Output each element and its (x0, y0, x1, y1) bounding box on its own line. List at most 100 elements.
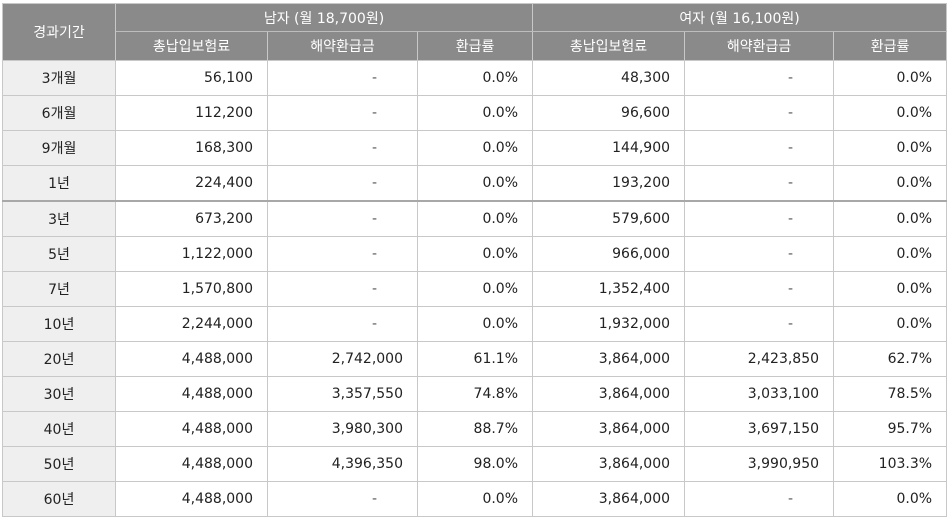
female-premium-cell: 1,932,000 (532, 306, 686, 342)
period-cell: 20년 (2, 341, 116, 377)
female-premium-cell: 1,352,400 (532, 271, 686, 307)
table-row: 7년 1,570,800-0.0% 1,352,400-0.0% (2, 271, 948, 307)
female-premium-cell: 48,300 (532, 60, 686, 96)
table-row: 3개월 56,100-0.0% 48,300-0.0% (2, 60, 948, 96)
male-group-header: 남자 (월 18,700원) (114, 3, 534, 32)
male-premium-cell: 4,488,000 (115, 446, 268, 482)
male-premium-cell: 4,488,000 (115, 481, 268, 517)
female-refund-cell: 3,033,100 (684, 376, 835, 412)
period-header: 경과기간 (2, 3, 116, 61)
period-cell: 30년 (2, 376, 116, 412)
female-rate-cell: 0.0% (833, 95, 948, 131)
table-row: 9개월 168,300-0.0% 144,900-0.0% (2, 130, 948, 166)
female-premium-cell: 193,200 (532, 165, 686, 202)
female-rate-cell: 0.0% (833, 165, 948, 202)
male-premium-cell: 2,244,000 (115, 306, 268, 342)
table-row: 40년 4,488,000 3,980,300 88.7% 3,864,000 3,697… (2, 411, 948, 447)
female-refund-cell: - (684, 95, 835, 131)
period-cell: 9개월 (2, 130, 116, 166)
female-rate-header: 환급률 (833, 31, 948, 61)
female-refund-cell: - (684, 236, 835, 272)
female-premium-header: 총납입보험료 (532, 31, 686, 61)
male-rate-cell: 0.0% (416, 271, 534, 307)
male-rate-cell: 74.8% (416, 376, 534, 412)
male-refund-cell: 4,396,350 (267, 446, 418, 482)
table-row: 60년 4,488,000-0.0% 3,864,000-0.0% (2, 481, 948, 517)
table-row: 3년 673,200-0.0% 579,600-0.0% (2, 200, 948, 237)
male-rate-cell: 0.0% (416, 481, 534, 517)
female-rate-cell: 0.0% (833, 481, 948, 517)
female-refund-cell: - (684, 306, 835, 342)
female-refund-cell: 3,990,950 (684, 446, 835, 482)
male-refund-cell: - (267, 236, 418, 272)
male-premium-cell: 4,488,000 (115, 411, 268, 447)
female-premium-cell: 96,600 (532, 95, 686, 131)
female-refund-cell: - (684, 200, 835, 237)
female-refund-header: 해약환급금 (684, 31, 835, 61)
period-cell: 3개월 (2, 60, 116, 96)
period-cell: 1년 (2, 165, 116, 202)
male-refund-cell: - (267, 165, 418, 202)
female-refund-cell: - (684, 130, 835, 166)
male-rate-cell: 0.0% (416, 236, 534, 272)
table-row: 1년 224,400-0.0% 193,200-0.0% (2, 165, 948, 202)
male-premium-cell: 4,488,000 (115, 341, 268, 377)
female-rate-cell: 78.5% (833, 376, 948, 412)
female-premium-cell: 3,864,000 (532, 341, 686, 377)
male-premium-cell: 673,200 (115, 200, 268, 237)
male-rate-cell: 88.7% (416, 411, 534, 447)
male-rate-cell: 0.0% (416, 130, 534, 166)
male-premium-cell: 1,122,000 (115, 236, 268, 272)
female-rate-cell: 62.7% (833, 341, 948, 377)
female-rate-cell: 95.7% (833, 411, 948, 447)
female-rate-cell: 0.0% (833, 130, 948, 166)
female-refund-cell: - (684, 60, 835, 96)
female-premium-cell: 144,900 (532, 130, 686, 166)
male-premium-cell: 224,400 (115, 165, 268, 202)
male-premium-cell: 112,200 (115, 95, 268, 131)
period-cell: 10년 (2, 306, 116, 342)
table-row: 30년 4,488,000 3,357,550 74.8% 3,864,000 3,033… (2, 376, 948, 412)
male-rate-cell: 0.0% (416, 200, 534, 237)
female-refund-cell: - (684, 481, 835, 517)
female-refund-cell: 3,697,150 (684, 411, 835, 447)
period-cell: 60년 (2, 481, 116, 517)
male-refund-cell: 3,980,300 (267, 411, 418, 447)
male-refund-cell: - (267, 306, 418, 342)
male-refund-cell: - (267, 60, 418, 96)
male-refund-cell: - (267, 481, 418, 517)
male-premium-cell: 56,100 (115, 60, 268, 96)
period-cell: 3년 (2, 200, 116, 237)
table-header: 경과기간 남자 (월 18,700원) 여자 (월 16,100원) 총납입보험… (2, 3, 948, 61)
male-refund-cell: - (267, 271, 418, 307)
male-rate-cell: 0.0% (416, 165, 534, 202)
refund-table: 경과기간 남자 (월 18,700원) 여자 (월 16,100원) 총납입보험… (2, 3, 948, 517)
male-rate-cell: 61.1% (416, 341, 534, 377)
female-premium-cell: 3,864,000 (532, 376, 686, 412)
period-cell: 40년 (2, 411, 116, 447)
male-refund-header: 해약환급금 (267, 31, 418, 61)
female-refund-cell: 2,423,850 (684, 341, 835, 377)
male-refund-cell: - (267, 130, 418, 166)
female-rate-cell: 0.0% (833, 200, 948, 237)
male-refund-cell: 2,742,000 (267, 341, 418, 377)
table-body: 3개월 56,100-0.0% 48,300-0.0% 6개월 112,200-0.0%… (2, 60, 948, 517)
female-refund-cell: - (684, 165, 835, 202)
male-refund-cell: 3,357,550 (267, 376, 418, 412)
female-rate-cell: 0.0% (833, 60, 948, 96)
table-row: 50년 4,488,000 4,396,350 98.0% 3,864,000 3,990… (2, 446, 948, 482)
female-refund-cell: - (684, 271, 835, 307)
female-premium-cell: 579,600 (532, 200, 686, 237)
female-premium-cell: 966,000 (532, 236, 686, 272)
male-rate-cell: 0.0% (416, 60, 534, 96)
female-rate-cell: 0.0% (833, 306, 948, 342)
male-rate-cell: 0.0% (416, 95, 534, 131)
female-rate-cell: 0.0% (833, 271, 948, 307)
male-rate-header: 환급률 (416, 31, 534, 61)
female-premium-cell: 3,864,000 (532, 446, 686, 482)
period-cell: 6개월 (2, 95, 116, 131)
female-group-header: 여자 (월 16,100원) (532, 3, 948, 32)
female-premium-cell: 3,864,000 (532, 481, 686, 517)
table-row: 20년 4,488,000 2,742,000 61.1% 3,864,000 2,423… (2, 341, 948, 377)
period-cell: 50년 (2, 446, 116, 482)
